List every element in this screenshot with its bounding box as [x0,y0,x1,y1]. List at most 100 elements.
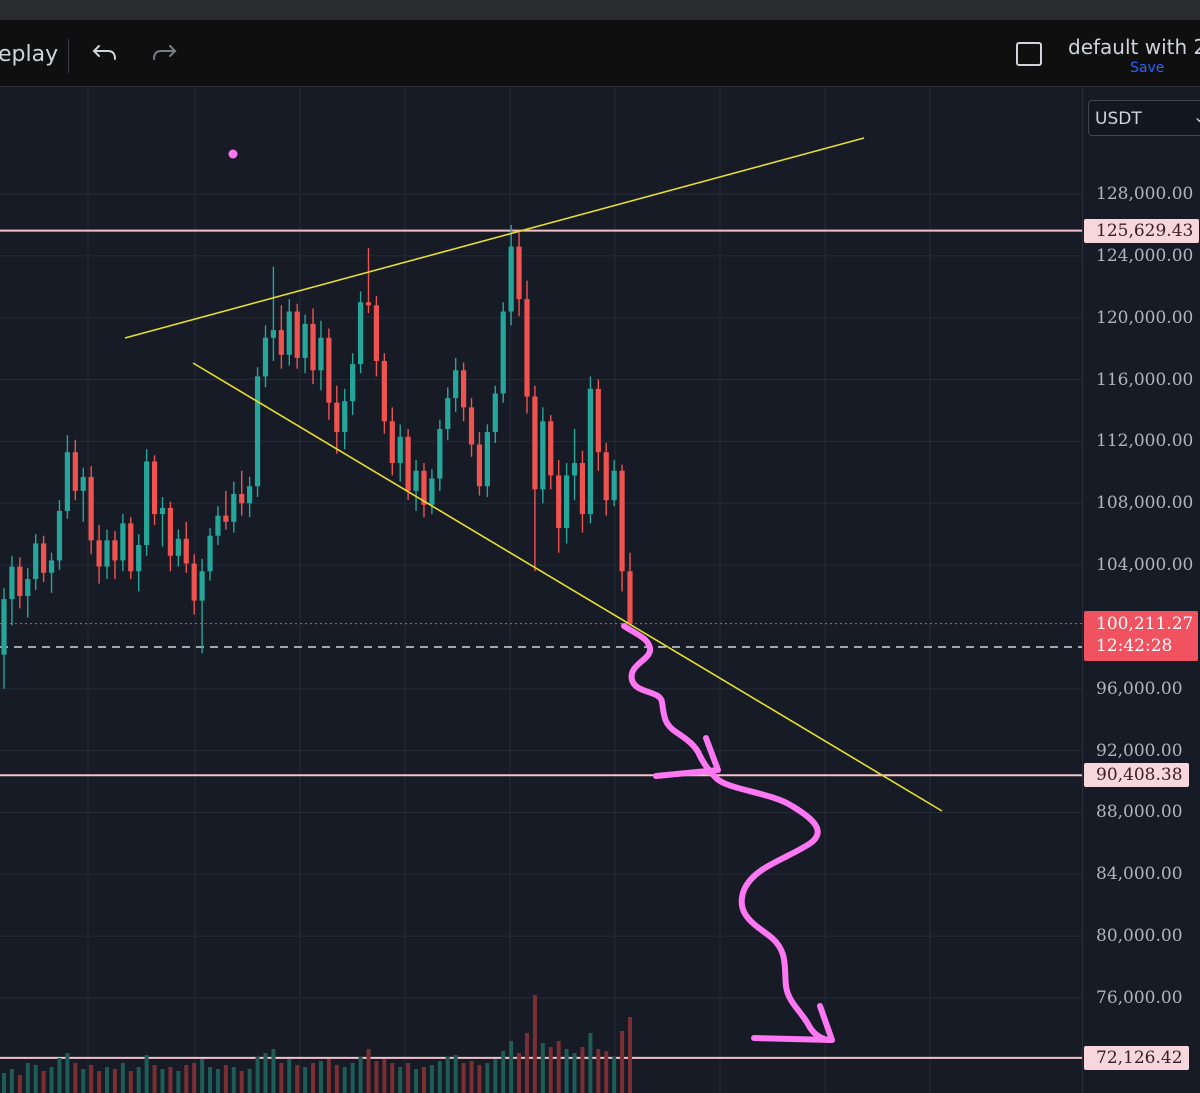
candle-body [254,376,261,487]
undo-button[interactable] [90,40,120,70]
candle-body [17,566,23,596]
first-arrowhead [653,735,721,779]
lower-trendline [192,362,943,812]
volume-bar [548,1047,553,1093]
candle-body [334,402,340,433]
chart-pane[interactable] [0,88,1082,1093]
volume-bar [17,1075,22,1093]
volume-bar [25,1063,30,1093]
volume-bar [295,1065,300,1093]
candle-body [72,452,78,491]
price-scale[interactable] [1082,88,1200,1093]
candle-body [41,543,47,573]
candle-body [310,323,316,371]
candle-body [128,523,134,572]
price-tick-label: 124,000.00 [1096,245,1194,266]
candle-body [151,461,158,515]
volume-bar [247,1069,252,1093]
candle-body [373,305,380,361]
candle-body [548,421,554,476]
volume-bar [350,1063,355,1093]
candle-body [270,330,277,338]
volume-bar [604,1051,609,1093]
candle-body [175,538,181,556]
candle-body [357,302,364,365]
volume-bar [342,1067,347,1093]
volume-bar [334,1065,339,1093]
candle-body [199,571,205,601]
volume-bar [524,1033,529,1093]
volume-bar [136,1067,141,1093]
volume-bar [65,1053,70,1093]
candle-body [484,432,490,487]
projected-price-path [621,623,831,1043]
candle-body [56,510,63,561]
candle-body [136,544,142,572]
final-arrowhead [751,1003,835,1043]
chart-toolbar [0,20,1200,87]
volume-bar [540,1043,545,1093]
redo-button[interactable] [150,40,180,70]
volume-bar [580,1047,585,1093]
volume-bar [485,1063,490,1093]
volume-bar [287,1059,292,1093]
volume-bar [453,1055,458,1093]
volume-bar [303,1067,308,1093]
volume-bar [445,1057,450,1093]
currency-select[interactable]: USDT ⌄ [1088,100,1200,136]
candle-body [96,540,102,567]
layout-checkbox[interactable] [1016,42,1042,66]
candle-body [389,421,395,464]
candle-body [540,421,546,490]
price-tick-label: 92,000.00 [1096,740,1183,761]
volume-bar [390,1063,395,1093]
volume-bar [461,1063,466,1093]
volume-bar [588,1033,593,1093]
volume-bar [620,1031,625,1093]
replay-button-label[interactable]: eplay [0,42,59,67]
volume-bar [168,1067,173,1093]
candle-body [144,461,150,545]
redo-arrow-icon [153,45,177,60]
volume-bar [421,1067,426,1093]
candle-body [326,337,332,403]
candlestick-chart[interactable] [0,88,1082,1093]
candle-body [468,407,475,445]
candle-body [88,476,94,541]
candle-body [445,398,451,430]
volume-bar [73,1063,78,1093]
candle-body [294,311,300,358]
volume-bar [469,1061,474,1093]
price-tick-label: 116,000.00 [1096,369,1194,390]
volume-bar [160,1069,165,1093]
candle-body [421,470,427,505]
bar-countdown: 12:42:28 [1096,636,1173,656]
price-tick-label: 108,000.00 [1096,493,1194,514]
candle-body [429,478,435,505]
candle-body [33,543,39,579]
volume-bar [112,1069,117,1093]
layout-name[interactable]: default with 2 [1068,35,1200,59]
volume-bar [374,1061,379,1093]
volume-bar [612,1057,617,1093]
volume-bar [105,1067,110,1093]
candle-body [183,538,189,564]
volume-bar [517,1053,522,1093]
layout-save-link[interactable]: Save [1130,60,1165,76]
volume-bar [556,1041,561,1093]
candle-body [48,560,55,573]
volume-bar [144,1055,149,1093]
volume-bar [120,1063,125,1093]
volume-bar [271,1049,276,1093]
price-tick-label: 112,000.00 [1096,431,1194,452]
volume-bar [41,1071,46,1093]
candle-body [579,463,586,515]
price-tick-label: 88,000.00 [1096,802,1183,823]
price-tick-label: 120,000.00 [1096,307,1194,328]
volume-bar [564,1049,569,1093]
candle-body [603,452,609,501]
price-tick-label: 80,000.00 [1096,926,1183,947]
volume-bar [501,1051,506,1093]
window-top-strip [0,0,1200,20]
candle-body [381,360,387,422]
